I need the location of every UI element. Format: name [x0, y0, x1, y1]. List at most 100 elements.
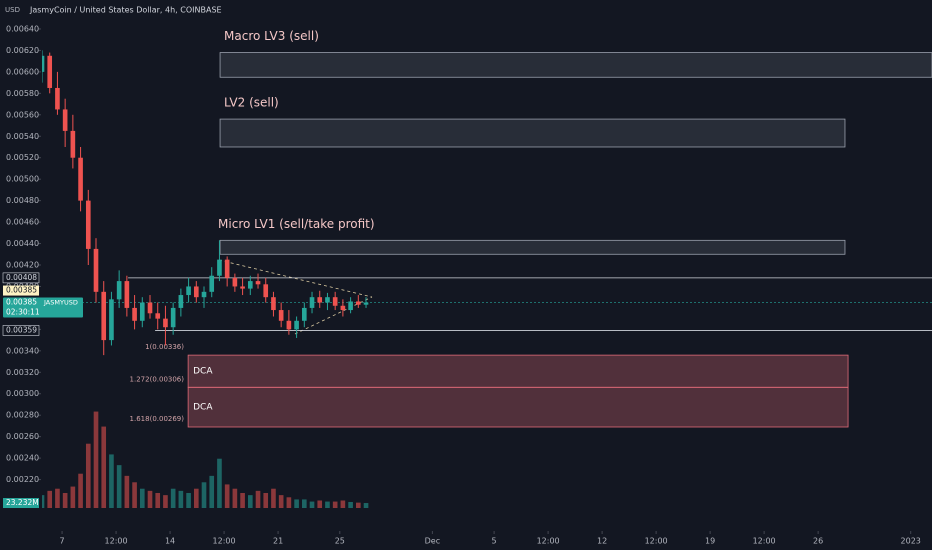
volume-bar — [193, 488, 199, 508]
candle-body — [317, 297, 323, 303]
symbol-label: JASMYUSD — [43, 299, 78, 307]
x-tick-label: 12 — [597, 537, 607, 546]
volume-bar — [217, 458, 222, 508]
x-tick-label: 7 — [60, 537, 65, 546]
candle-body — [101, 291, 107, 341]
volume-bar — [139, 488, 145, 508]
y-tick-label: 0.00440 — [6, 239, 39, 248]
candle-body — [255, 281, 261, 285]
candle-body — [147, 302, 153, 314]
zone — [187, 354, 849, 388]
volume-bar — [70, 486, 76, 508]
candle-body — [201, 291, 207, 298]
candle-body — [42, 55, 45, 72]
volume-bar — [147, 490, 153, 508]
volume-bar — [348, 502, 353, 508]
y-tick-label: 0.00520 — [6, 153, 39, 162]
x-tick-label: 12:00 — [213, 537, 236, 546]
volume-badge — [3, 498, 39, 509]
currency-label: USD — [5, 6, 20, 14]
price-label-box — [3, 285, 39, 296]
x-tick-label: 14 — [165, 537, 175, 546]
volume-bar — [363, 503, 369, 508]
x-tick-label: 5 — [492, 537, 497, 546]
axes: 0.00220 0.00240 0.00260 0.00280 0.00300 0.003… — [2, 24, 921, 546]
volume-bar — [271, 488, 276, 508]
candle-body — [332, 297, 338, 306]
zone — [187, 386, 849, 428]
candle-body — [247, 281, 253, 289]
volume-bar — [62, 493, 68, 508]
volume-bar — [93, 411, 99, 508]
candle-body — [170, 307, 176, 328]
volume-bar — [317, 500, 323, 508]
candle-body — [178, 295, 184, 308]
last-price-badge — [3, 297, 83, 318]
zone — [219, 118, 846, 148]
volume-bar — [286, 497, 292, 508]
volume-bar — [116, 465, 122, 508]
candle-body — [340, 305, 346, 311]
volume-bar — [132, 482, 137, 508]
candle-body — [209, 275, 215, 292]
volume-bar — [47, 490, 53, 508]
fib-label: 1(0.00336) — [145, 343, 184, 351]
volume-bar — [355, 502, 361, 508]
candle-body — [47, 55, 53, 88]
y-tick-label: 0.00500 — [6, 175, 39, 184]
y-tick-label: 0.00600 — [6, 67, 39, 76]
volume-label: 23.232M — [6, 498, 39, 507]
price-label: 0.00408 — [6, 273, 37, 282]
candle-body — [240, 286, 245, 289]
y-tick-label: 0.00340 — [6, 346, 39, 355]
plot-area: Macro LV3 (sell) LV2 (sell) Micro LV1 (sel… — [42, 29, 932, 508]
x-tick-label: 12:00 — [753, 537, 776, 546]
volume-bar — [263, 493, 269, 508]
volume-bar — [240, 493, 245, 508]
triangle-pattern — [218, 259, 373, 335]
candle-body — [70, 130, 76, 158]
volume-bar — [101, 426, 107, 508]
zone-label: Micro LV1 (sell/take profit) — [218, 217, 375, 231]
x-tick-label: 25 — [335, 537, 345, 546]
volume-bar — [294, 499, 299, 508]
volume-bar — [255, 490, 261, 508]
x-tick-label: 21 — [273, 537, 283, 546]
volume-bar — [224, 484, 230, 508]
volume-bar — [247, 495, 253, 508]
zone-label: LV2 (sell) — [224, 96, 279, 110]
x-tick-label: 19 — [705, 537, 715, 546]
candle-body — [294, 320, 299, 330]
candle-body — [163, 318, 168, 328]
volume-bar — [301, 499, 307, 508]
x-tick-label: Dec — [425, 537, 440, 546]
y-tick-label: 0.00280 — [6, 411, 39, 420]
candle-body — [224, 259, 230, 278]
y-tick-label: 0.00560 — [6, 110, 39, 119]
candle-body — [116, 281, 122, 300]
x-tick-label: 12:00 — [105, 537, 128, 546]
volume-bar — [278, 495, 284, 508]
candle-body — [78, 157, 83, 201]
candle-body — [85, 200, 91, 249]
zone-label: Macro LV3 (sell) — [224, 29, 319, 43]
volume-bar — [340, 500, 346, 508]
price-label-box — [2, 325, 40, 336]
y-tick-label: 0.00540 — [6, 132, 39, 141]
candle-body — [232, 277, 238, 287]
candle-body — [55, 87, 60, 110]
price-label: 0.00385 — [6, 286, 37, 295]
price-label-box — [2, 272, 40, 284]
candle-body — [355, 301, 361, 305]
price-label: 0.00359 — [6, 325, 37, 334]
candle-body — [363, 302, 369, 305]
volume-bar — [201, 482, 207, 508]
volume-bar — [209, 475, 215, 508]
fib-label: 1.272(0.00306) — [130, 375, 185, 383]
volume-bar — [109, 454, 114, 508]
y-tick-label: 0.00240 — [6, 454, 39, 463]
candle-body — [109, 299, 114, 341]
candle-body — [278, 310, 284, 321]
y-tick-label: 0.00320 — [6, 368, 39, 377]
